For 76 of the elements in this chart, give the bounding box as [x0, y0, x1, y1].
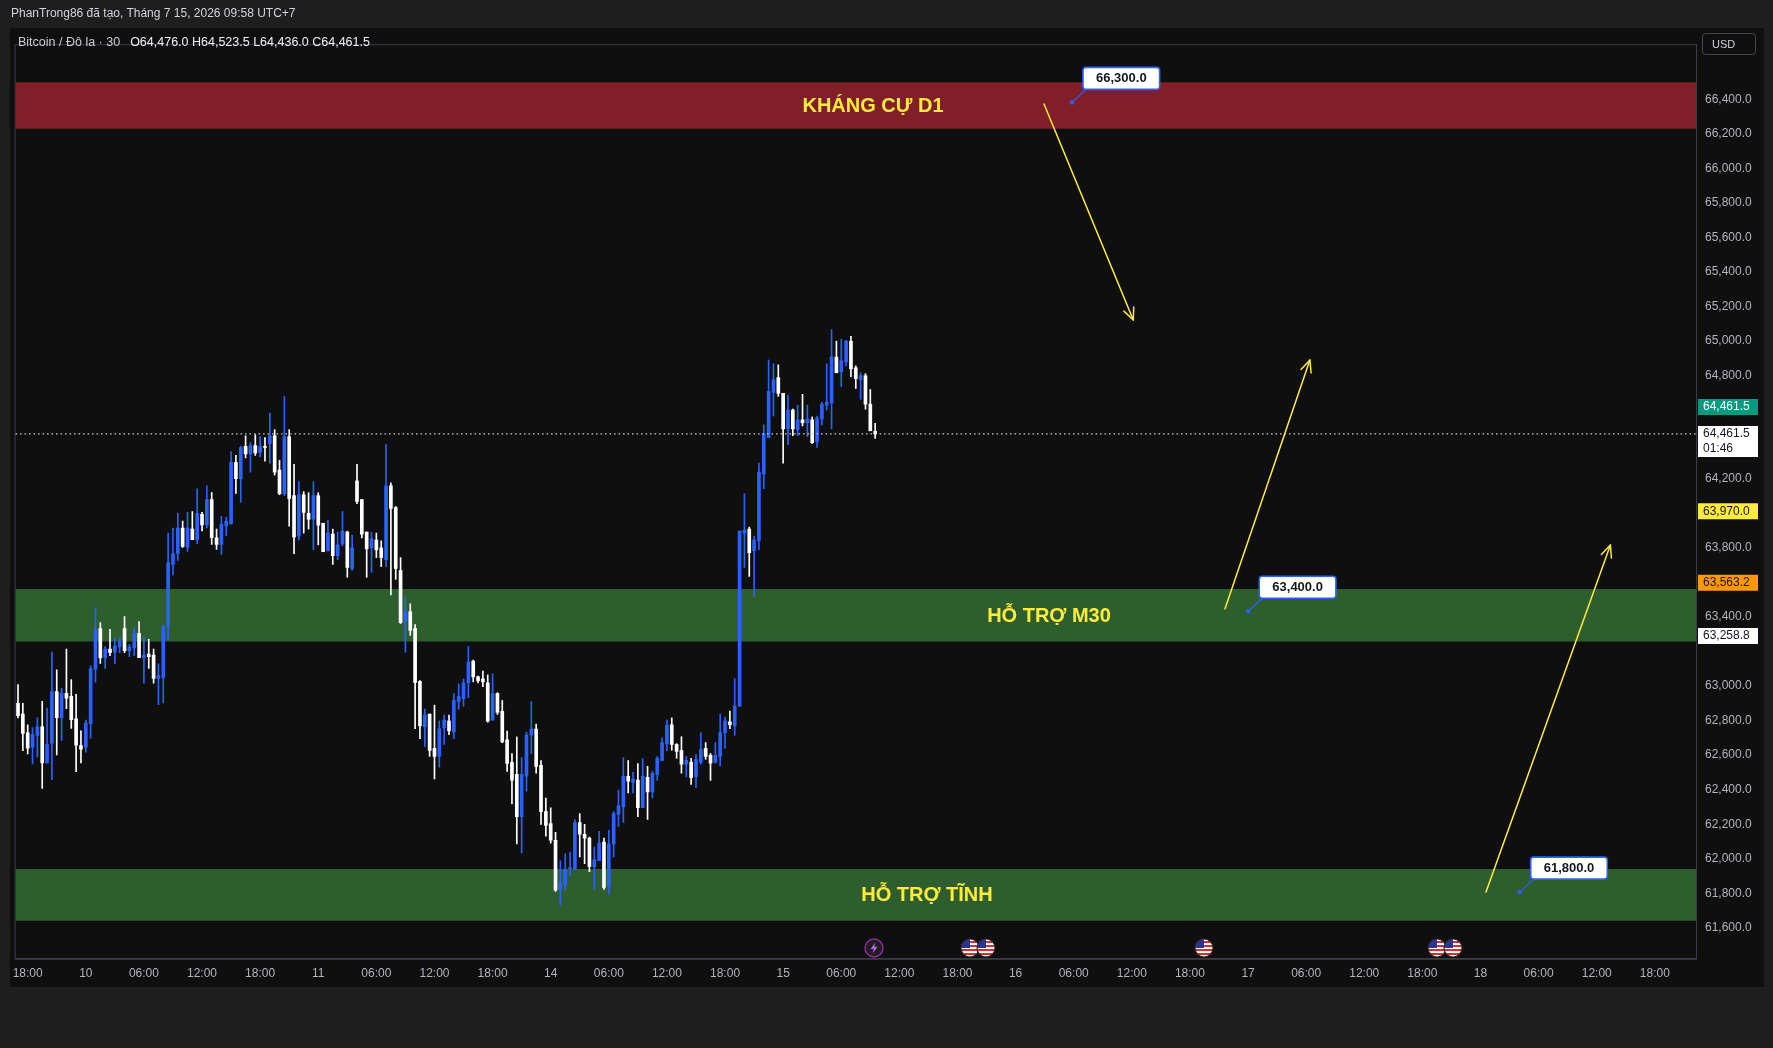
y-tick-label: 65,200.0 — [1705, 298, 1753, 313]
x-tick-label: 06:00 — [1523, 966, 1554, 981]
candlestick — [142, 636, 146, 684]
x-tick-label: 12:00 — [1349, 966, 1380, 981]
chart-title: Bitcoin / Đô la · 30 — [18, 35, 121, 49]
y-tick-label: 62,400.0 — [1705, 782, 1753, 796]
band-label: HỖ TRỢ M30 — [987, 602, 1111, 626]
candlestick — [592, 846, 597, 890]
x-tick-label: 12:00 — [1581, 966, 1613, 981]
annotation: 66,300.0 — [1096, 70, 1147, 86]
x-tick-label: 11 — [312, 966, 325, 981]
y-tick-label: 61,800.0 — [1705, 885, 1753, 900]
x-tick-label: 12:00 — [1116, 966, 1148, 981]
candlestick — [684, 756, 689, 778]
y-axis-title: USD — [1702, 33, 1756, 55]
band-label: KHÁNG CỰ D1 — [802, 93, 944, 116]
candlestick — [626, 760, 631, 794]
x-tick-label: 18:00 — [942, 966, 973, 981]
x-tick-label: 16 — [1008, 966, 1023, 981]
y-tick-label: 62,200.0 — [1705, 816, 1753, 831]
x-tick-label: 14 — [544, 966, 558, 981]
x-tick-label: 15 — [776, 966, 791, 981]
y-tick-label: 63,800.0 — [1705, 540, 1753, 555]
x-tick-label: 17 — [1241, 966, 1256, 981]
x-tick-label: 18:00 — [1639, 966, 1671, 981]
chart-subtitle: O64,476.0 H64,523.5 L64,436.0 C64,461.5 — [130, 35, 370, 49]
y-tick-label: 66,400.0 — [1705, 91, 1753, 106]
x-tick-label: 06:00 — [1058, 966, 1090, 981]
text: 63,258.8 — [1703, 628, 1751, 643]
candlestick — [108, 629, 112, 656]
x-tick-label: 18:00 — [1407, 966, 1438, 981]
y-tick-label: 62,600.0 — [1705, 747, 1753, 762]
y-tick-label: 65,600.0 — [1705, 229, 1753, 244]
x-tick-label: 06:00 — [361, 966, 392, 981]
ref-line-label: 64,461.5 01:46 — [1703, 426, 1751, 456]
y-tick-label: 61,600.0 — [1705, 920, 1753, 935]
y-tick-label: 66,200.0 — [1705, 126, 1753, 141]
x-tick-label: 06:00 — [128, 966, 160, 981]
text: 63,563.2 — [1703, 575, 1751, 590]
text: 63,970.0 — [1703, 503, 1751, 518]
y-tick-label: 66,000.0 — [1705, 160, 1753, 175]
x-tick-label: 12:00 — [187, 966, 218, 981]
x-tick-label: 06:00 — [593, 966, 625, 981]
x-tick-label: 10 — [79, 966, 93, 981]
y-tick-label: 65,400.0 — [1705, 264, 1753, 279]
candlestick — [79, 730, 83, 764]
x-tick-label: 18:00 — [477, 966, 508, 981]
x-tick-label: 18:00 — [1174, 966, 1206, 981]
x-tick-label: 18:00 — [245, 966, 276, 981]
candlestick — [263, 437, 267, 462]
x-tick-label: 18:00 — [710, 966, 741, 981]
candlestick — [728, 710, 732, 730]
band-label: HỖ TRỢ TĨNH — [861, 882, 993, 906]
candlestick — [839, 338, 844, 387]
x-tick-label: 18:00 — [12, 966, 44, 981]
y-tick-label: 64,800.0 — [1705, 367, 1753, 382]
x-tick-label: 06:00 — [826, 966, 857, 981]
x-tick-label: 12:00 — [651, 966, 683, 981]
y-tick-label: 62,000.0 — [1705, 851, 1753, 866]
candlestick — [631, 771, 635, 794]
candlestick — [267, 412, 272, 464]
x-tick-label: 12:00 — [884, 966, 915, 981]
y-tick-label: 64,200.0 — [1705, 471, 1753, 486]
candlestick — [529, 701, 534, 754]
x-tick-label: 06:00 — [1291, 966, 1322, 981]
y-tick-label: 65,000.0 — [1705, 333, 1753, 348]
x-tick-label: 12:00 — [419, 966, 450, 981]
y-tick-label: 65,800.0 — [1705, 195, 1753, 210]
text: 64,461.5 — [1703, 399, 1751, 414]
y-tick-label: 63,400.0 — [1705, 609, 1753, 624]
annotation: 63,400.0 — [1272, 579, 1323, 595]
x-tick-label: 18 — [1473, 966, 1488, 981]
y-tick-label: 63,000.0 — [1705, 678, 1753, 693]
annotation: 61,800.0 — [1543, 860, 1595, 876]
y-tick-label: 62,800.0 — [1705, 712, 1753, 727]
text: PhanTrong86 đã tạo, Tháng 7 15, 2026 09:58 UTC+7 — [11, 6, 296, 21]
